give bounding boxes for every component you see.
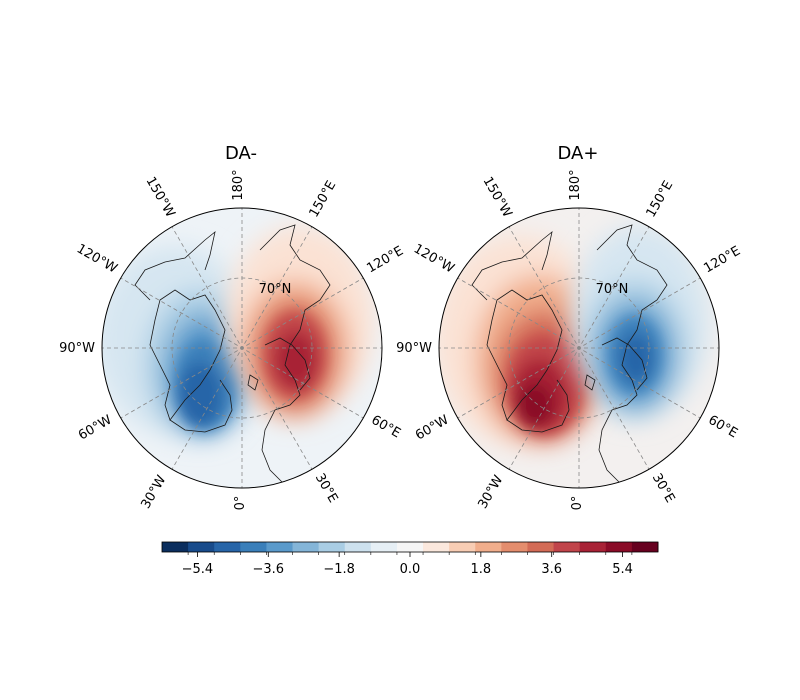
colorbar-tick-labels: −5.4 −3.6 −1.8 0.0 1.8 3.6 5.4 (182, 562, 633, 577)
lon-label-60w: 60°W (413, 412, 452, 443)
anomaly-field-da-plus (439, 208, 719, 488)
map-panel-da-plus: DA+ (396, 143, 743, 512)
colorbar-swatch (475, 542, 502, 552)
colorbar-tick-label: 0.0 (400, 562, 421, 577)
colorbar-swatch (240, 542, 267, 552)
lon-label-120w: 120°W (411, 241, 457, 276)
colorbar-tick-label: 3.6 (541, 562, 562, 577)
lat-label-70n: 70°N (596, 282, 629, 297)
lon-label-0: 0° (570, 496, 585, 511)
colorbar-swatch (579, 542, 607, 552)
colorbar-swatch (370, 542, 398, 552)
lon-label-180: 180° (231, 169, 246, 200)
lon-label-30e: 30°E (312, 471, 341, 506)
colorbar-tick-label: −1.8 (323, 562, 355, 577)
lon-label-150w: 150°W (479, 174, 514, 220)
colorbar-tick-label: 1.8 (471, 562, 492, 577)
colorbar-swatch (214, 542, 241, 552)
colorbar-tick-label: −5.4 (182, 562, 214, 577)
colorbar-swatch (188, 542, 215, 552)
lon-label-150e: 150°E (307, 178, 340, 220)
lon-label-120e: 120°E (701, 244, 743, 277)
lon-label-90w: 90°W (396, 341, 432, 356)
colorbar-swatch (318, 542, 346, 552)
colorbar-swatch (266, 542, 294, 552)
lon-label-120e: 120°E (364, 244, 406, 277)
colorbar-swatches (162, 542, 659, 552)
colorbar-tick-label: −3.6 (252, 562, 284, 577)
colorbar-swatch (396, 542, 424, 552)
colorbar-swatch (449, 542, 476, 552)
map-panel-da-minus: DA- (59, 143, 406, 512)
lon-label-150w: 150°W (142, 174, 177, 220)
lon-label-150e: 150°E (644, 178, 677, 220)
colorbar: −5.4 −3.6 −1.8 0.0 1.8 3.6 5.4 (161, 541, 659, 577)
colorbar-swatch (501, 542, 528, 552)
panel-title-da-minus: DA- (225, 143, 257, 164)
colorbar-swatch (527, 542, 555, 552)
colorbar-swatch (162, 542, 189, 552)
colorbar-swatch (292, 542, 320, 552)
map-boundary (101, 207, 383, 489)
lon-label-120w: 120°W (74, 241, 120, 276)
colorbar-tick-label: 5.4 (612, 562, 633, 577)
lon-label-60e: 60°E (368, 413, 403, 442)
colorbar-swatch (553, 542, 581, 552)
colorbar-swatch (423, 542, 450, 552)
lon-label-60w: 60°W (76, 412, 115, 443)
map-boundary (438, 207, 720, 489)
lon-label-30e: 30°E (649, 471, 678, 506)
colorbar-swatch (344, 542, 372, 552)
lon-label-30w: 30°W (138, 473, 169, 512)
lat-label-70n: 70°N (259, 282, 292, 297)
lon-label-60e: 60°E (705, 413, 740, 442)
panel-title-da-plus: DA+ (558, 143, 599, 164)
lon-label-30w: 30°W (475, 473, 506, 512)
lon-label-180: 180° (568, 169, 583, 200)
colorbar-swatch (631, 542, 659, 552)
colorbar-swatch (605, 542, 633, 552)
anomaly-field-da-minus (102, 208, 382, 488)
colorbar-ticks (187, 552, 633, 557)
lon-label-90w: 90°W (59, 341, 95, 356)
lon-label-0: 0° (233, 496, 248, 511)
